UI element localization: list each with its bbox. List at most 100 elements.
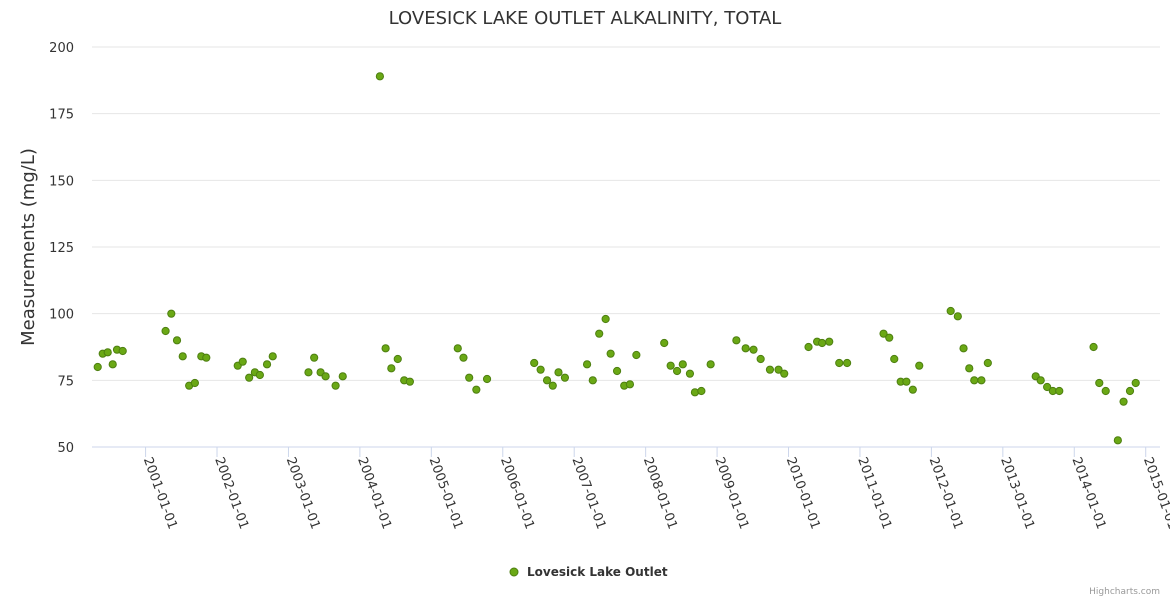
data-point[interactable] [108, 360, 117, 369]
data-point[interactable] [1125, 386, 1135, 396]
data-point[interactable] [331, 381, 340, 390]
data-point[interactable] [666, 361, 675, 370]
data-point[interactable] [1101, 386, 1110, 396]
data-point[interactable] [262, 360, 272, 369]
y-tick-label: 200 [49, 41, 74, 56]
data-point[interactable] [548, 381, 557, 390]
y-tick-label: 150 [49, 174, 74, 189]
data-point[interactable] [465, 373, 474, 382]
data-point[interactable] [601, 314, 610, 324]
data-point[interactable] [381, 344, 390, 353]
data-point[interactable] [885, 333, 894, 342]
data-point[interactable] [612, 366, 622, 376]
y-tick-labels: 50 75 100 125 150 175 200 [49, 41, 74, 456]
data-point[interactable] [202, 353, 211, 362]
data-point[interactable] [582, 360, 592, 369]
data-point[interactable] [959, 344, 968, 353]
data-point[interactable] [387, 364, 396, 373]
data-point[interactable] [660, 338, 669, 348]
data-point[interactable] [685, 369, 695, 378]
data-point[interactable] [890, 354, 899, 364]
data-point[interactable] [804, 342, 813, 352]
data-point[interactable] [825, 337, 834, 346]
data-point[interactable] [268, 352, 277, 361]
data-point[interactable] [1055, 386, 1064, 396]
data-point[interactable] [843, 358, 852, 368]
y-tick-label: 175 [49, 108, 74, 123]
data-points[interactable] [93, 72, 1140, 445]
data-point[interactable] [908, 385, 917, 394]
data-point[interactable] [588, 376, 597, 385]
data-point[interactable] [530, 358, 539, 368]
data-point[interactable] [1131, 378, 1140, 388]
data-point[interactable] [817, 338, 827, 348]
data-point[interactable] [310, 353, 319, 362]
data-point[interactable] [970, 376, 979, 385]
data-point[interactable] [706, 360, 715, 369]
data-point[interactable] [375, 72, 384, 81]
data-point[interactable] [245, 373, 254, 382]
data-point[interactable] [915, 361, 924, 370]
data-point[interactable] [93, 362, 102, 372]
data-point[interactable] [238, 357, 247, 366]
x-tick-label: 2010-01-01 [783, 455, 823, 531]
data-point[interactable] [1119, 397, 1128, 406]
data-point[interactable] [732, 336, 741, 345]
data-point[interactable] [756, 354, 765, 364]
data-point[interactable] [393, 354, 402, 364]
data-point[interactable] [774, 365, 783, 374]
data-point[interactable] [178, 352, 187, 361]
data-point[interactable] [472, 385, 481, 394]
data-point[interactable] [172, 336, 182, 345]
data-point[interactable] [190, 378, 199, 388]
data-point[interactable] [542, 376, 552, 385]
data-point[interactable] [321, 372, 330, 381]
x-tick-label: 2013-01-01 [997, 455, 1037, 531]
data-point[interactable] [879, 329, 888, 338]
data-point[interactable] [1043, 382, 1052, 392]
data-point[interactable] [749, 345, 758, 354]
x-tick-label: 2007-01-01 [568, 455, 608, 531]
data-point[interactable] [902, 377, 911, 386]
data-point[interactable] [595, 329, 604, 338]
x-tick-label: 2006-01-01 [497, 455, 537, 531]
data-point[interactable] [678, 360, 687, 369]
data-point[interactable] [536, 365, 545, 374]
data-point[interactable] [1113, 436, 1122, 445]
data-point[interactable] [338, 372, 347, 381]
data-point[interactable] [835, 358, 844, 368]
data-point[interactable] [304, 368, 313, 377]
legend[interactable]: Lovesick Lake Outlet [509, 565, 668, 579]
data-point[interactable] [632, 350, 641, 360]
data-point[interactable] [161, 326, 170, 336]
data-point[interactable] [965, 364, 974, 373]
data-point[interactable] [453, 344, 462, 353]
legend-label[interactable]: Lovesick Lake Outlet [527, 565, 668, 579]
data-point[interactable] [554, 368, 563, 377]
data-point[interactable] [482, 374, 492, 384]
data-point[interactable] [1089, 342, 1098, 352]
x-tick-label: 2001-01-01 [140, 455, 180, 531]
data-point[interactable] [953, 312, 962, 321]
data-point[interactable] [672, 366, 682, 376]
data-point[interactable] [983, 358, 992, 368]
data-point[interactable] [625, 380, 635, 389]
data-point[interactable] [167, 309, 176, 318]
data-point[interactable] [765, 365, 775, 374]
data-point[interactable] [459, 353, 468, 362]
data-point[interactable] [1095, 378, 1104, 388]
credits-link[interactable]: Highcharts.com [1089, 587, 1160, 597]
data-point[interactable] [741, 344, 750, 353]
data-point[interactable] [560, 373, 570, 382]
y-tick-label: 100 [49, 308, 74, 323]
data-point[interactable] [103, 348, 112, 357]
data-point[interactable] [780, 369, 789, 378]
data-point[interactable] [255, 370, 264, 380]
data-point[interactable] [405, 377, 414, 386]
data-point[interactable] [118, 346, 127, 356]
data-point[interactable] [697, 386, 706, 396]
data-point[interactable] [1036, 376, 1045, 385]
data-point[interactable] [946, 306, 955, 316]
data-point[interactable] [606, 349, 615, 358]
data-point[interactable] [977, 376, 986, 385]
